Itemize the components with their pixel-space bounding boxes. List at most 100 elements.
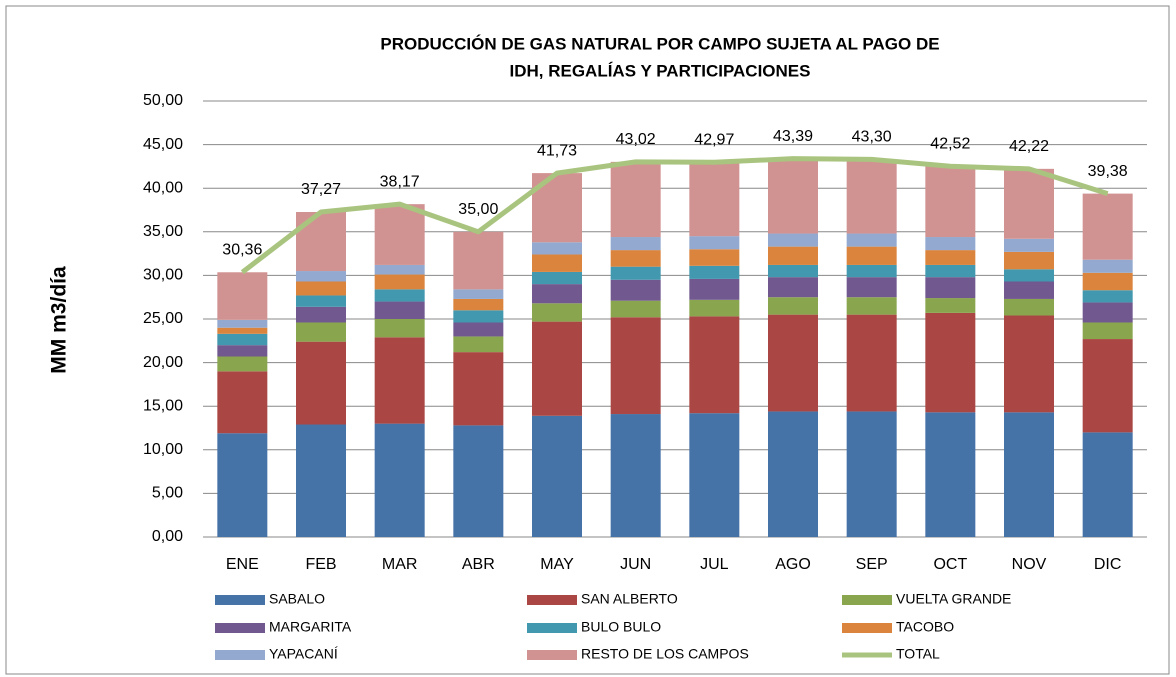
legend-swatch bbox=[527, 623, 577, 633]
x-tick-label: MAY bbox=[540, 556, 574, 573]
bar-segment bbox=[925, 166, 976, 238]
bar-segment bbox=[846, 277, 897, 298]
data-label: 42,97 bbox=[694, 132, 734, 149]
bar-segment bbox=[1004, 168, 1054, 239]
bar-segment bbox=[846, 159, 897, 234]
bar-segment bbox=[217, 319, 268, 328]
bar-segment bbox=[217, 345, 268, 357]
bar-segment bbox=[846, 411, 897, 537]
bar-segment bbox=[1004, 315, 1054, 413]
bar-segment bbox=[532, 321, 582, 416]
bar-segment bbox=[374, 204, 425, 265]
bar-segment bbox=[610, 279, 661, 301]
x-tick-label: OCT bbox=[933, 556, 967, 573]
bar-segment bbox=[610, 317, 661, 415]
bar-segment bbox=[296, 341, 346, 425]
legend-label: MARGARITA bbox=[269, 619, 352, 635]
bar-segment bbox=[768, 411, 818, 537]
bar-segment bbox=[610, 266, 661, 280]
bar-segment bbox=[768, 314, 818, 412]
chart-title: PRODUCCIÓN DE GAS NATURAL POR CAMPO SUJE… bbox=[380, 34, 939, 53]
bar-segment bbox=[1082, 339, 1133, 433]
legend-swatch bbox=[842, 623, 892, 633]
bar-segment bbox=[217, 371, 268, 434]
x-tick-label: FEB bbox=[305, 556, 336, 573]
bar-segment bbox=[925, 250, 976, 265]
y-tick-label: 10,00 bbox=[143, 441, 183, 458]
legend-label: YAPACANÍ bbox=[269, 646, 338, 662]
bar-segment bbox=[1004, 238, 1054, 252]
legend-swatch bbox=[215, 650, 265, 660]
legend-swatch bbox=[527, 650, 577, 660]
bar-segment bbox=[1082, 193, 1133, 260]
bar-segment bbox=[610, 237, 661, 251]
bar-segment bbox=[610, 161, 661, 238]
bar-segment bbox=[453, 336, 504, 353]
legend-label: SABALO bbox=[269, 591, 325, 607]
legend-label: RESTO DE LOS CAMPOS bbox=[581, 646, 749, 662]
y-tick-label: 45,00 bbox=[143, 136, 183, 153]
bar-segment bbox=[689, 413, 740, 537]
bar-segment bbox=[689, 299, 740, 317]
x-tick-label: DIC bbox=[1094, 556, 1122, 573]
bar-segment bbox=[296, 306, 346, 323]
bar-segment bbox=[1004, 298, 1054, 316]
bar-segment bbox=[374, 274, 425, 290]
bar-segment bbox=[846, 297, 897, 315]
data-label: 39,38 bbox=[1088, 163, 1128, 180]
bar-segment bbox=[1082, 302, 1133, 323]
bar-segment bbox=[846, 233, 897, 247]
y-tick-label: 35,00 bbox=[143, 223, 183, 240]
bar-segment bbox=[374, 337, 425, 424]
bar-segment bbox=[768, 264, 818, 278]
bar-segment bbox=[925, 298, 976, 313]
bar-segment bbox=[689, 249, 740, 266]
legend-swatch bbox=[527, 595, 577, 605]
bar-segment bbox=[532, 415, 582, 537]
data-label: 43,39 bbox=[773, 128, 813, 145]
bar-segment bbox=[925, 312, 976, 413]
bar-segment bbox=[1082, 290, 1133, 303]
bar-segment bbox=[846, 264, 897, 278]
bar-segment bbox=[374, 319, 425, 338]
bar-segment bbox=[1004, 251, 1054, 270]
bar-segment bbox=[768, 297, 818, 315]
bar-segment bbox=[296, 295, 346, 307]
legend-label: VUELTA GRANDE bbox=[896, 591, 1011, 607]
bar-segment bbox=[296, 271, 346, 282]
x-tick-label: ABR bbox=[462, 556, 495, 573]
data-label: 43,02 bbox=[616, 131, 656, 148]
bar-segment bbox=[217, 272, 268, 320]
bar-segment bbox=[217, 433, 268, 537]
legend-swatch bbox=[215, 623, 265, 633]
y-tick-label: 30,00 bbox=[143, 267, 183, 284]
bar-segment bbox=[374, 289, 425, 302]
y-tick-label: 20,00 bbox=[143, 354, 183, 371]
data-label: 41,73 bbox=[537, 142, 577, 159]
data-label: 37,27 bbox=[301, 181, 341, 198]
bar-segment bbox=[846, 246, 897, 265]
x-tick-label: JUN bbox=[620, 556, 651, 573]
y-tick-label: 5,00 bbox=[152, 485, 183, 502]
bar-segment bbox=[925, 237, 976, 251]
data-label: 42,52 bbox=[930, 135, 970, 152]
x-tick-label: ENE bbox=[226, 556, 259, 573]
y-tick-label: 25,00 bbox=[143, 310, 183, 327]
bar-segment bbox=[846, 314, 897, 412]
y-tick-label: 15,00 bbox=[143, 397, 183, 414]
bar-segment bbox=[296, 212, 346, 272]
bar-segment bbox=[453, 425, 504, 537]
chart-title: IDH, REGALÍAS Y PARTICIPACIONES bbox=[509, 61, 810, 80]
y-axis-title: MM m3/día bbox=[48, 266, 71, 374]
bar-segment bbox=[1082, 322, 1133, 340]
bar-segment bbox=[925, 264, 976, 278]
bar-segment bbox=[1004, 412, 1054, 537]
x-tick-label: MAR bbox=[382, 556, 418, 573]
bar-segment bbox=[532, 242, 582, 255]
data-label: 30,36 bbox=[222, 241, 262, 258]
bar-segment bbox=[1004, 281, 1054, 299]
bar-segment bbox=[610, 414, 661, 537]
bar-segment bbox=[689, 265, 740, 279]
bar-segment bbox=[453, 352, 504, 426]
bar-segment bbox=[532, 303, 582, 322]
